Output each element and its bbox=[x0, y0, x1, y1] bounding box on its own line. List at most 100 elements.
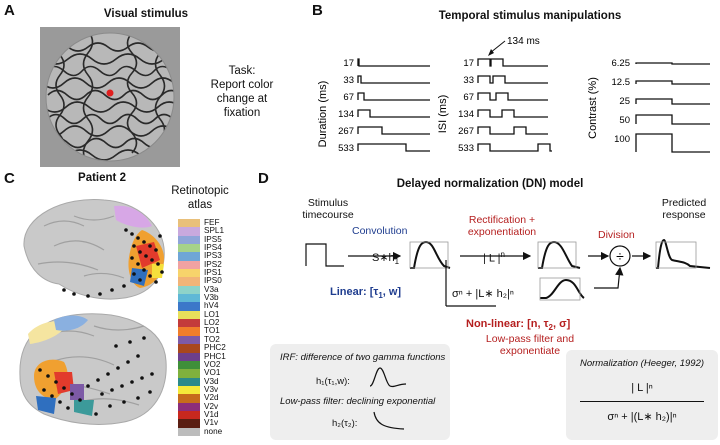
atlas-swatch bbox=[178, 335, 200, 345]
isi-tick: 33 bbox=[463, 75, 474, 86]
linear-label-main: Linear: [τ bbox=[330, 286, 379, 298]
atlas-label: V2d bbox=[204, 393, 219, 403]
lowpass-label: Low-pass filter and exponentiate bbox=[470, 333, 590, 357]
rectification-output-trace bbox=[538, 240, 581, 269]
atlas-label: TO1 bbox=[204, 326, 220, 336]
panel-b-title: Temporal stimulus manipulations bbox=[438, 10, 622, 22]
panel-c-title: Patient 2 bbox=[78, 172, 126, 184]
atlas-label: V1d bbox=[204, 409, 219, 419]
isi-tick: 17 bbox=[463, 58, 474, 69]
duration-trace bbox=[357, 92, 430, 101]
rectification-label: Rectification + exponentiation bbox=[452, 214, 552, 238]
normalization-box: Normalization (Heeger, 1992) | L |ⁿ σⁿ +… bbox=[566, 350, 718, 440]
isi-trace bbox=[477, 92, 548, 101]
linear-label-end: , w] bbox=[382, 286, 402, 298]
atlas-title-line: Retinotopic bbox=[171, 185, 229, 197]
atlas-legend-item: V3v bbox=[178, 385, 248, 395]
atlas-legend-item: PHC1 bbox=[178, 351, 248, 361]
atlas-swatch bbox=[178, 227, 200, 236]
atlas-swatch bbox=[178, 285, 200, 295]
atlas-legend-item: VO2 bbox=[178, 359, 248, 370]
atlas-legend-item: V2d bbox=[178, 393, 248, 403]
contrast-trace bbox=[635, 133, 710, 153]
panel-a-title: Visual stimulus bbox=[103, 8, 189, 20]
atlas-legend-item: none bbox=[178, 427, 248, 436]
atlas-label: IPS1 bbox=[204, 268, 222, 278]
atlas-swatch bbox=[178, 319, 200, 328]
task-line: Report color bbox=[210, 79, 274, 91]
contrast-tick: 6.25 bbox=[612, 58, 631, 69]
isi-tick: 67 bbox=[463, 92, 474, 103]
atlas-swatch bbox=[178, 235, 200, 245]
atlas-label: hV4 bbox=[204, 301, 219, 311]
atlas-swatch bbox=[178, 269, 200, 278]
atlas-label: VO1 bbox=[204, 368, 221, 378]
duration-tick: 134 bbox=[338, 109, 354, 120]
rectification-line: Rectification + bbox=[468, 214, 536, 226]
nonlinear-label: Non-linear: [n, τ2, σ] bbox=[466, 318, 570, 332]
atlas-label: V1v bbox=[204, 418, 219, 428]
division-label: Division bbox=[598, 229, 635, 241]
atlas-legend-item: IPS5 bbox=[178, 235, 248, 245]
atlas-swatch bbox=[178, 294, 200, 303]
contrast-trace bbox=[635, 80, 710, 85]
atlas-legend-item: IPS0 bbox=[178, 276, 248, 286]
stimulus-label-line: timecourse bbox=[302, 209, 354, 221]
nonlinear-label-sub: 2 bbox=[548, 323, 553, 333]
convolution-formula-main: S∗h bbox=[372, 252, 395, 264]
atlas-legend-item: LO2 bbox=[178, 318, 248, 328]
atlas-legend-item: IPS4 bbox=[178, 243, 248, 253]
task-line: Task: bbox=[228, 65, 256, 77]
atlas-legend-item: V1v bbox=[178, 418, 248, 428]
atlas-legend-item: IPS2 bbox=[178, 260, 248, 270]
rectification-line: exponentiation bbox=[467, 226, 537, 238]
duration-trace bbox=[357, 75, 430, 84]
predicted-response-trace bbox=[656, 238, 711, 269]
atlas-swatch bbox=[178, 302, 200, 311]
irf-curve bbox=[369, 367, 407, 388]
division-symbol: ÷ bbox=[616, 248, 624, 264]
atlas-swatch bbox=[178, 410, 200, 420]
contrast-tick: 12.5 bbox=[612, 77, 631, 88]
panel-a-label: A bbox=[4, 2, 15, 19]
contrast-axis-title: Contrast (%) bbox=[587, 77, 599, 139]
task-text: Task: Report color change at fixation bbox=[192, 64, 292, 120]
convolution-formula: S∗h1 bbox=[372, 251, 399, 266]
duration-tick: 17 bbox=[343, 58, 354, 69]
norm-title: Normalization (Heeger, 1992) bbox=[579, 358, 705, 369]
contrast-tick: 50 bbox=[619, 115, 630, 126]
linear-label: Linear: [τ1, w] bbox=[330, 286, 401, 300]
stimulus-label-line: Stimulus bbox=[307, 197, 349, 209]
atlas-label: IPS3 bbox=[204, 251, 222, 261]
stimulus-label: Stimulus timecourse bbox=[298, 197, 358, 221]
stimulus-image bbox=[40, 27, 180, 167]
norm-fraction-line bbox=[580, 401, 704, 402]
duration-trace bbox=[357, 109, 430, 118]
atlas-label: IPS0 bbox=[204, 276, 222, 286]
task-line: fixation bbox=[223, 107, 261, 119]
panel-d-label: D bbox=[258, 170, 269, 187]
atlas-label: V3d bbox=[204, 376, 219, 386]
atlas-swatch bbox=[178, 427, 200, 436]
atlas-label: V2v bbox=[204, 401, 219, 411]
atlas-label: PHC1 bbox=[204, 351, 226, 361]
atlas-swatch bbox=[178, 394, 200, 403]
irf-formula: h₁(τ₁,w): bbox=[316, 376, 350, 387]
predicted-label: Predicted response bbox=[652, 197, 716, 221]
atlas-swatch bbox=[178, 277, 200, 286]
isi-axis-title: ISI (ms) bbox=[437, 95, 449, 134]
atlas-legend-item: TO1 bbox=[178, 326, 248, 336]
atlas-title: Retinotopic atlas bbox=[150, 184, 250, 212]
nonlinear-label-main: Non-linear: [n, τ bbox=[466, 318, 549, 330]
atlas-swatch bbox=[178, 385, 200, 395]
atlas-swatch bbox=[178, 260, 200, 270]
atlas-label: VO2 bbox=[204, 359, 221, 369]
linear-label-sub: 1 bbox=[378, 291, 383, 301]
contrast-trace bbox=[635, 98, 710, 105]
atlas-legend-item: V3a bbox=[178, 285, 248, 295]
atlas-legend-item: VO1 bbox=[178, 368, 248, 378]
atlas-label: TO2 bbox=[204, 334, 220, 344]
duration-trace bbox=[357, 126, 430, 135]
lowpass-title: Low-pass filter: declining exponential bbox=[280, 396, 436, 407]
contrast-tick: 25 bbox=[619, 96, 630, 107]
